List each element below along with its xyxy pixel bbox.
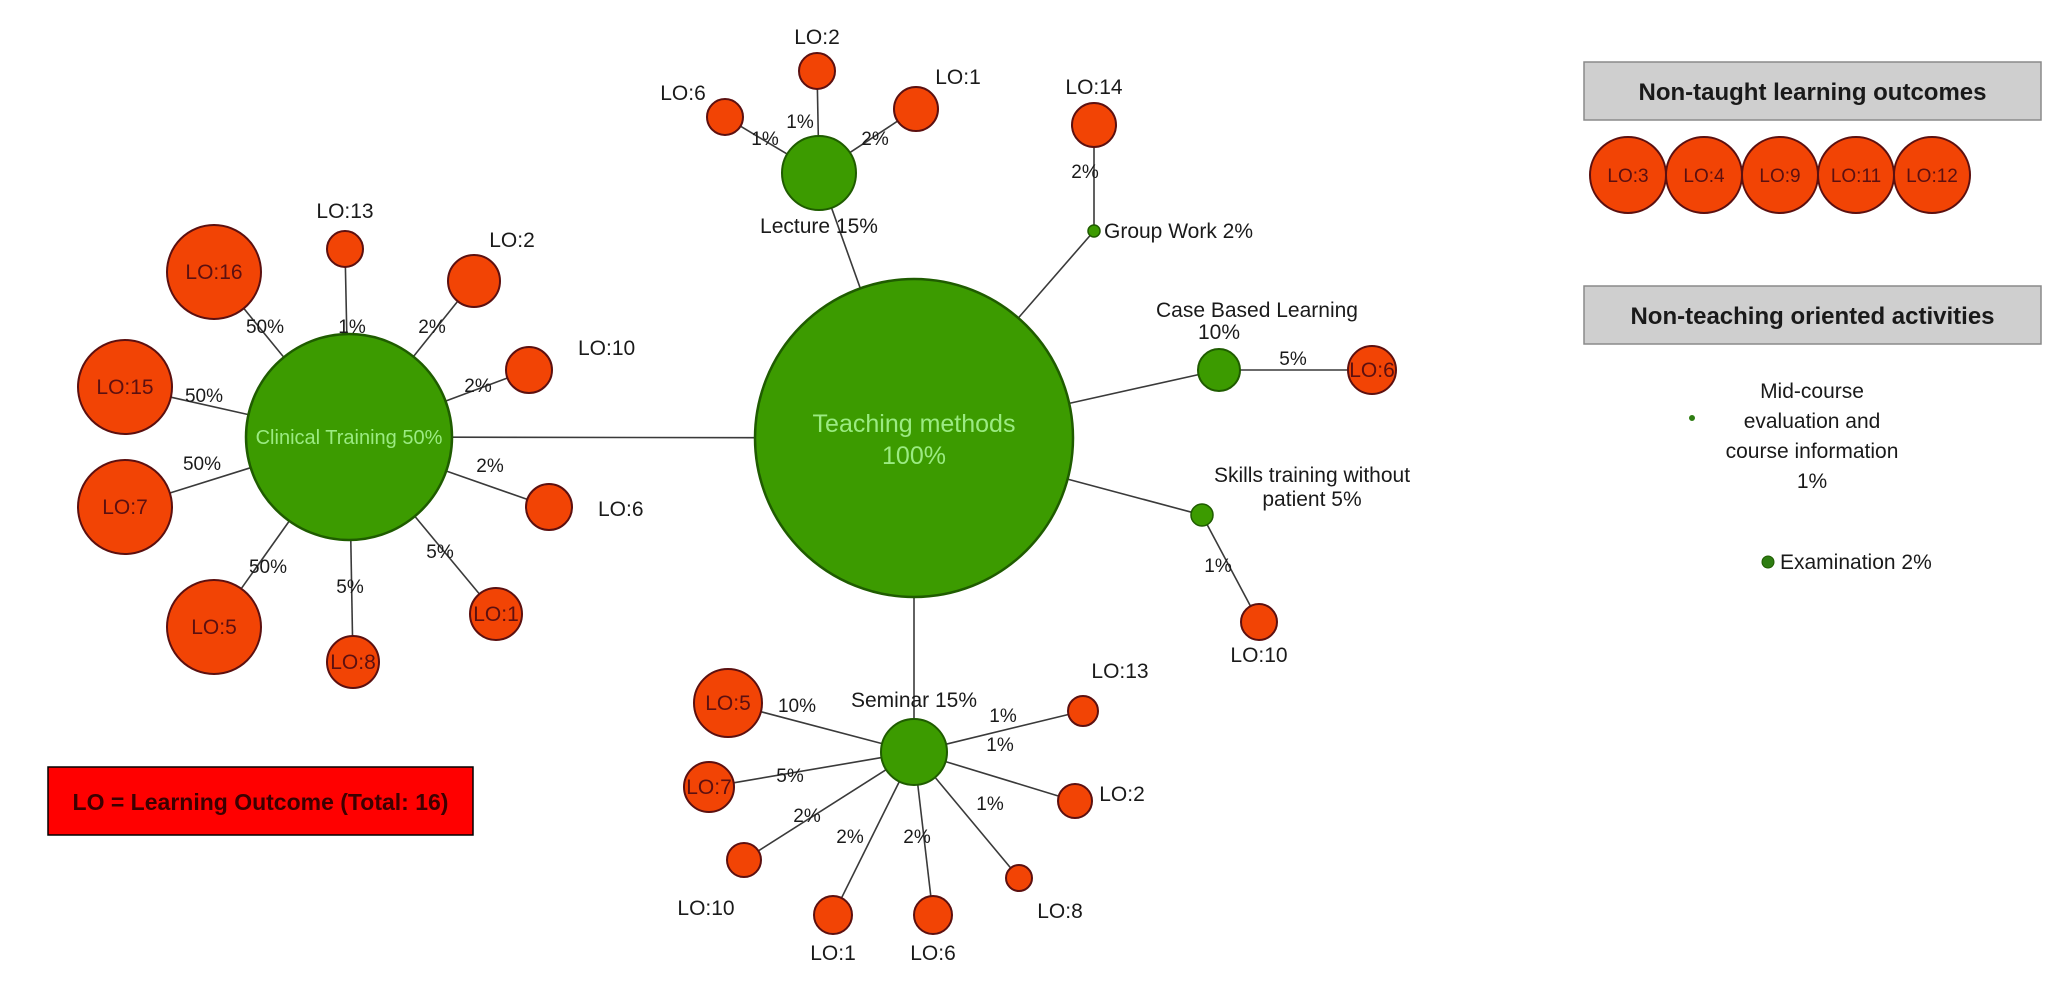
svg-text:LO:2: LO:2 <box>489 229 535 252</box>
svg-text:1%: 1% <box>338 317 366 338</box>
svg-text:LO:16: LO:16 <box>185 261 242 284</box>
svg-text:LO:9: LO:9 <box>1759 166 1800 187</box>
svg-text:LO:7: LO:7 <box>686 776 732 799</box>
svg-text:Clinical Training 50%: Clinical Training 50% <box>256 427 443 449</box>
svg-text:50%: 50% <box>246 317 284 338</box>
svg-text:LO:2: LO:2 <box>794 26 840 49</box>
svg-text:100%: 100% <box>882 442 946 470</box>
svg-text:LO:6: LO:6 <box>598 498 644 521</box>
svg-text:LO:5: LO:5 <box>705 692 751 715</box>
svg-text:1%: 1% <box>976 794 1004 815</box>
svg-text:LO:6: LO:6 <box>910 942 956 965</box>
svg-text:LO:4: LO:4 <box>1683 166 1725 187</box>
svg-text:LO:11: LO:11 <box>1831 166 1881 187</box>
svg-text:2%: 2% <box>1071 162 1099 183</box>
svg-text:LO:1: LO:1 <box>473 603 519 626</box>
svg-text:Non-teaching oriented activiti: Non-teaching oriented activities <box>1630 303 1994 330</box>
svg-text:5%: 5% <box>426 542 454 563</box>
svg-text:50%: 50% <box>249 557 287 578</box>
svg-text:LO:6: LO:6 <box>660 82 706 105</box>
svg-text:5%: 5% <box>776 766 804 787</box>
svg-text:LO:1: LO:1 <box>810 942 856 965</box>
svg-text:LO:10: LO:10 <box>677 897 734 920</box>
svg-text:Seminar 15%: Seminar 15% <box>851 689 977 712</box>
svg-text:1%: 1% <box>1797 470 1827 493</box>
svg-text:2%: 2% <box>464 376 492 397</box>
svg-text:2%: 2% <box>861 129 889 150</box>
svg-text:2%: 2% <box>836 827 864 848</box>
svg-text:1%: 1% <box>986 735 1014 756</box>
svg-text:2%: 2% <box>903 827 931 848</box>
svg-text:LO:5: LO:5 <box>191 616 237 639</box>
svg-text:Skills training without: Skills training without <box>1214 464 1410 487</box>
svg-text:LO:10: LO:10 <box>578 337 635 360</box>
svg-text:10%: 10% <box>1198 321 1240 344</box>
svg-text:Teaching methods: Teaching methods <box>813 410 1016 438</box>
svg-text:2%: 2% <box>418 317 446 338</box>
svg-text:Examination 2%: Examination 2% <box>1780 551 1932 574</box>
svg-text:5%: 5% <box>336 577 364 598</box>
svg-text:LO:1: LO:1 <box>935 66 981 89</box>
svg-text:5%: 5% <box>1279 349 1307 370</box>
svg-text:1%: 1% <box>989 706 1017 727</box>
svg-text:LO:13: LO:13 <box>316 200 373 223</box>
svg-text:LO:7: LO:7 <box>102 496 148 519</box>
svg-text:LO:10: LO:10 <box>1230 644 1287 667</box>
svg-text:2%: 2% <box>793 806 821 827</box>
svg-text:LO:3: LO:3 <box>1607 166 1648 187</box>
svg-text:Group Work 2%: Group Work 2% <box>1104 220 1253 243</box>
svg-text:50%: 50% <box>183 454 221 475</box>
svg-text:LO:8: LO:8 <box>1037 900 1083 923</box>
svg-text:Mid-course: Mid-course <box>1760 380 1864 403</box>
svg-text:10%: 10% <box>778 696 816 717</box>
svg-text:LO:13: LO:13 <box>1091 660 1148 683</box>
svg-text:1%: 1% <box>786 112 814 133</box>
svg-text:50%: 50% <box>185 386 223 407</box>
svg-text:1%: 1% <box>1204 556 1232 577</box>
svg-text:LO:12: LO:12 <box>1906 166 1958 187</box>
svg-text:Lecture 15%: Lecture 15% <box>760 215 878 238</box>
svg-text:LO = Learning Outcome (Total:: LO = Learning Outcome (Total: 16) <box>73 789 449 815</box>
svg-text:2%: 2% <box>476 456 504 477</box>
svg-text:LO:2: LO:2 <box>1099 783 1145 806</box>
svg-text:course information: course information <box>1726 440 1899 463</box>
svg-text:LO:14: LO:14 <box>1065 76 1123 99</box>
svg-text:LO:6: LO:6 <box>1349 359 1395 382</box>
svg-text:evaluation and: evaluation and <box>1744 410 1881 433</box>
svg-text:LO:15: LO:15 <box>96 376 153 399</box>
svg-text:Non-taught learning outcomes: Non-taught learning outcomes <box>1639 79 1987 106</box>
svg-text:LO:8: LO:8 <box>330 651 376 674</box>
svg-text:1%: 1% <box>751 129 779 150</box>
svg-text:Case Based Learning: Case Based Learning <box>1156 299 1358 322</box>
svg-text:patient 5%: patient 5% <box>1262 488 1361 511</box>
